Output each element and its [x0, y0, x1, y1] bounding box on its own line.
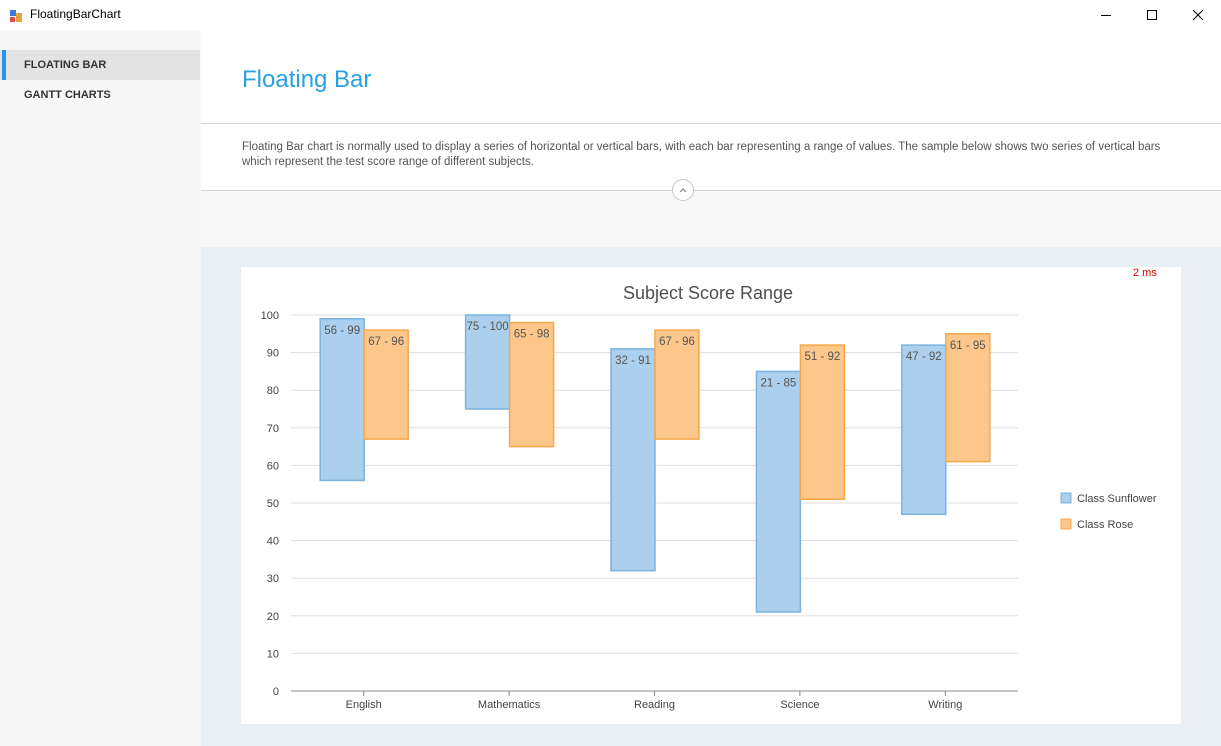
bar-class-rose-writing — [945, 333, 991, 463]
sidebar-item-label: GANTT CHARTS — [24, 89, 111, 101]
y-tick-label: 20 — [267, 611, 279, 623]
legend-swatch — [1060, 492, 1072, 504]
divider — [201, 190, 1221, 191]
y-tick-label: 50 — [267, 498, 279, 510]
y-tick-label: 40 — [267, 536, 279, 548]
bar-class-sunflower-mathematics — [464, 314, 511, 410]
bar-class-sunflower-reading — [610, 348, 656, 572]
sidebar-item-floating-bar[interactable]: FLOATING BAR — [0, 50, 200, 80]
data-label: 65 - 98 — [514, 329, 550, 341]
chevron-up-icon — [679, 188, 687, 193]
data-label: 47 - 92 — [906, 351, 942, 363]
x-tick-label: Writing — [928, 699, 962, 711]
sidebar-item-label: FLOATING BAR — [24, 59, 107, 71]
description-footer — [201, 191, 1221, 247]
title-bar: FloatingBarChart — [0, 0, 1221, 30]
chart-card: Subject Score Range 0 10 20 30 40 50 60 70 80 90 1… — [241, 267, 1181, 724]
y-tick-label: 100 — [261, 310, 279, 322]
x-tick-label: Reading — [634, 699, 675, 711]
y-tick-label: 10 — [267, 648, 279, 660]
floating-bar-chart: Subject Score Range 0 10 20 30 40 50 60 70 80 90 1… — [261, 283, 1157, 711]
close-icon — [1193, 10, 1203, 20]
data-label: 32 - 91 — [615, 355, 651, 367]
render-time: 2 ms — [1133, 267, 1157, 279]
minimize-button[interactable] — [1083, 0, 1129, 30]
maximize-button[interactable] — [1129, 0, 1175, 30]
bar-class-rose-english — [363, 329, 409, 440]
legend-label: Class Sunflower — [1077, 493, 1157, 505]
bar-class-sunflower-science — [755, 370, 802, 613]
y-tick-label: 60 — [267, 460, 279, 472]
bar-class-rose-mathematics — [508, 321, 555, 448]
chart-title: Subject Score Range — [623, 283, 793, 303]
data-label: 75 - 100 — [466, 321, 508, 333]
legend-label: Class Rose — [1077, 519, 1133, 531]
data-label: 67 - 96 — [659, 336, 695, 348]
x-tick-label: Mathematics — [478, 699, 541, 711]
data-label: 61 - 95 — [950, 340, 986, 352]
minimize-icon — [1101, 15, 1111, 16]
y-tick-label: 80 — [267, 385, 279, 397]
y-tick-label: 30 — [267, 573, 279, 585]
page-title: Floating Bar — [242, 66, 372, 93]
divider — [201, 123, 1221, 124]
data-label: 21 - 85 — [760, 377, 796, 389]
page-description: Floating Bar chart is normally used to d… — [242, 141, 1161, 168]
data-label: 56 - 99 — [324, 325, 360, 337]
y-tick-label: 90 — [267, 348, 279, 360]
maximize-icon — [1147, 10, 1157, 20]
sidebar-item-gantt-charts[interactable]: GANTT CHARTS — [0, 80, 200, 110]
x-tick-label: Science — [780, 699, 819, 711]
window-title: FloatingBarChart — [30, 7, 121, 21]
app-icon — [9, 8, 23, 22]
legend-swatch — [1060, 518, 1072, 530]
y-tick-label: 0 — [273, 686, 279, 698]
sidebar: FLOATING BAR GANTT CHARTS — [0, 30, 201, 746]
data-label: 51 - 92 — [804, 351, 840, 363]
y-tick-label: 70 — [267, 423, 279, 435]
bar-class-rose-science — [799, 344, 846, 500]
close-button[interactable] — [1175, 0, 1221, 30]
bar-class-rose-reading — [654, 329, 700, 440]
collapse-button[interactable] — [672, 179, 694, 201]
data-label: 67 - 96 — [368, 336, 404, 348]
x-tick-label: English — [346, 699, 382, 711]
bar-class-sunflower-english — [319, 318, 365, 482]
bar-class-sunflower-writing — [901, 344, 947, 516]
